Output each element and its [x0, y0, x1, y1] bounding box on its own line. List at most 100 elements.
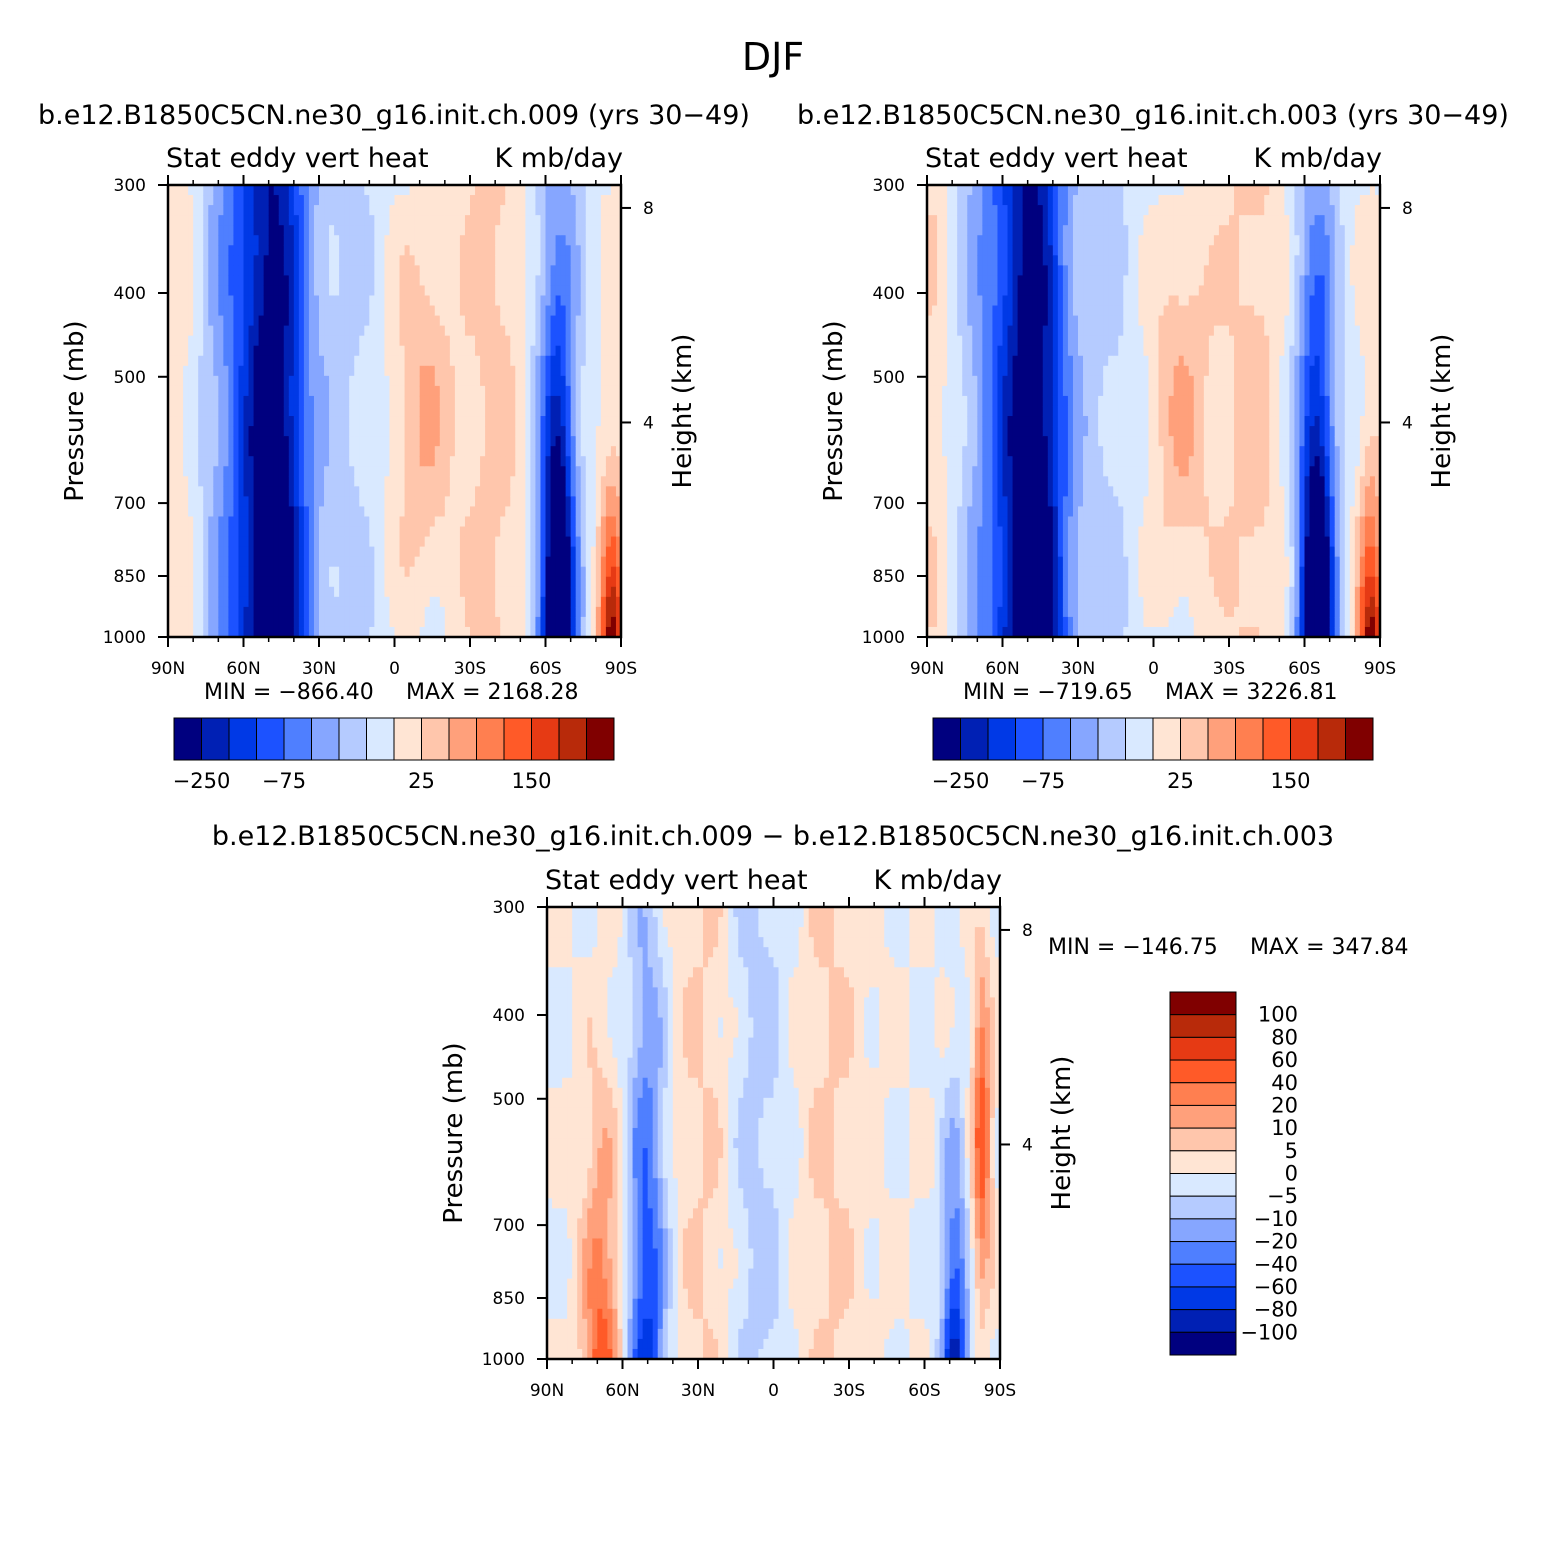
- heatmap-cell: [1012, 265, 1019, 276]
- heatmap-cell: [248, 215, 255, 226]
- heatmap-cell: [997, 305, 1004, 317]
- heatmap-cell: [354, 235, 360, 246]
- heatmap-cell: [359, 416, 365, 427]
- heatmap-cell: [530, 365, 537, 377]
- heatmap-cell: [329, 345, 335, 357]
- heatmap-cell: [464, 456, 471, 467]
- heatmap-cell: [168, 375, 174, 387]
- heatmap-cell: [972, 576, 978, 588]
- heatmap-cell: [932, 345, 938, 357]
- heatmap-cell: [962, 576, 968, 588]
- heatmap-cell: [957, 295, 963, 307]
- heatmap-cell: [424, 395, 431, 407]
- heatmap-cell: [298, 365, 305, 377]
- heatmap-cell: [349, 536, 355, 548]
- heatmap-cell: [530, 335, 537, 347]
- heatmap-cell: [449, 255, 456, 266]
- heatmap-cell: [168, 596, 174, 608]
- heatmap-cell: [319, 476, 325, 487]
- heatmap-cell: [927, 506, 933, 518]
- heatmap-cell: [520, 556, 526, 568]
- heatmap-cell: [942, 626, 948, 638]
- heatmap-cell: [394, 556, 401, 568]
- heatmap-cell: [213, 526, 219, 538]
- heatmap-cell: [942, 225, 948, 236]
- heatmap-cell: [942, 606, 948, 618]
- heatmap-cell: [505, 245, 511, 256]
- heatmap-cell: [198, 486, 204, 497]
- heatmap-cell: [359, 405, 365, 417]
- colorbar-label: −250: [173, 769, 231, 793]
- heatmap-cell: [459, 295, 466, 307]
- heatmap-cell: [1002, 426, 1009, 437]
- heatmap-cell: [193, 506, 199, 518]
- heatmap-cell: [610, 486, 617, 497]
- heatmap-cell: [570, 365, 577, 377]
- heatmap-cell: [248, 235, 255, 246]
- heatmap-cell: [545, 536, 552, 548]
- heatmap-cell: [273, 416, 280, 427]
- heatmap-cell: [419, 305, 426, 317]
- heatmap-cell: [505, 416, 511, 427]
- heatmap-cell: [987, 566, 994, 578]
- heatmap-cell: [480, 315, 486, 327]
- heatmap-cell: [424, 245, 431, 256]
- heatmap-cell: [188, 506, 194, 518]
- heatmap-cell: [313, 205, 320, 216]
- heatmap-cell: [313, 526, 320, 538]
- heatmap-cell: [585, 446, 592, 457]
- heatmap-cell: [470, 325, 476, 337]
- heatmap-cell: [369, 205, 375, 216]
- heatmap-cell: [600, 255, 607, 266]
- heatmap-cell: [203, 456, 209, 467]
- heatmap-cell: [927, 375, 933, 387]
- heatmap-cell: [439, 405, 446, 417]
- heatmap-cell: [444, 506, 451, 518]
- heatmap-cell: [459, 486, 466, 497]
- heatmap-cell: [298, 536, 305, 548]
- heatmap-cell: [308, 596, 315, 608]
- heatmap-cell: [238, 275, 245, 287]
- heatmap-cell: [575, 466, 582, 477]
- heatmap-cell: [444, 385, 451, 397]
- heatmap-cell: [962, 526, 968, 538]
- heatmap-cell: [389, 335, 396, 347]
- heatmap-cell: [967, 405, 973, 417]
- heatmap-cell: [977, 345, 983, 357]
- heatmap-cell: [927, 576, 933, 588]
- heatmap-cell: [374, 426, 380, 437]
- heatmap-cell: [470, 365, 476, 377]
- heatmap-cell: [248, 405, 255, 417]
- heatmap-cell: [268, 315, 275, 327]
- heatmap-cell: [434, 596, 441, 608]
- heatmap-cell: [545, 556, 552, 568]
- heatmap-cell: [374, 285, 380, 297]
- heatmap-cell: [615, 466, 622, 477]
- heatmap-cell: [997, 516, 1004, 528]
- heatmap-cell: [947, 345, 953, 357]
- heatmap-cell: [439, 255, 446, 266]
- heatmap-cell: [273, 476, 280, 487]
- heatmap-cell: [178, 195, 184, 206]
- heatmap-cell: [203, 395, 209, 407]
- heatmap-cell: [319, 436, 325, 447]
- heatmap-cell: [550, 566, 557, 578]
- heatmap-cell: [982, 215, 988, 226]
- heatmap-cell: [379, 375, 386, 387]
- heatmap-cell: [324, 456, 330, 467]
- heatmap-cell: [957, 626, 963, 638]
- heatmap-cell: [610, 215, 617, 226]
- heatmap-cell: [520, 546, 526, 558]
- heatmap-cell: [203, 275, 209, 287]
- heatmap-cell: [530, 606, 537, 618]
- heatmap-cell: [233, 315, 240, 327]
- heatmap-cell: [258, 446, 265, 457]
- heatmap-cell: [344, 265, 350, 276]
- heatmap-cell: [992, 616, 999, 628]
- heatmap-cell: [178, 616, 184, 628]
- heatmap-cell: [480, 596, 486, 608]
- heatmap-cell: [334, 526, 340, 538]
- heatmap-cell: [464, 265, 471, 276]
- heatmap-cell: [464, 596, 471, 608]
- heatmap-cell: [947, 586, 953, 598]
